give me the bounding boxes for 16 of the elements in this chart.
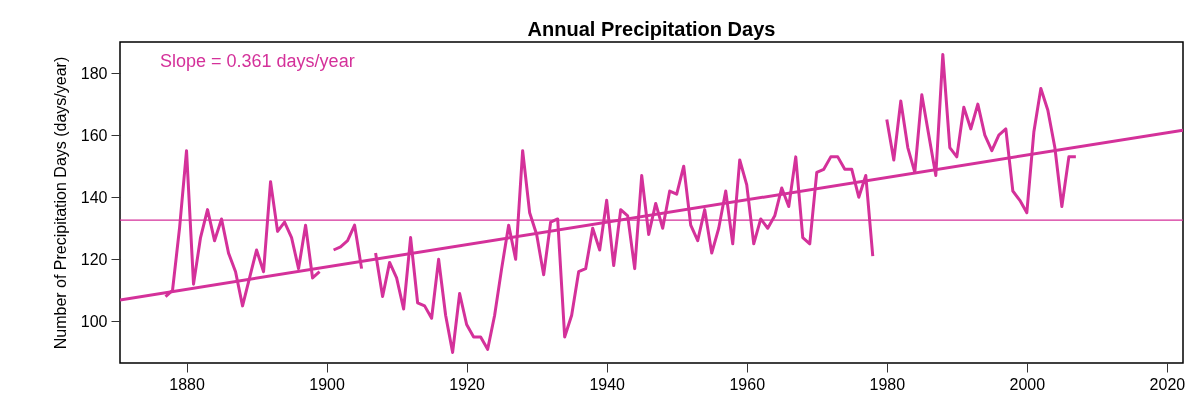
x-tick-label: 1900 xyxy=(309,375,345,393)
x-tick-label: 1940 xyxy=(589,375,626,393)
x-tick-label: 2020 xyxy=(1149,375,1186,393)
y-tick-label: 100 xyxy=(80,312,108,330)
y-axis-title: Number of Precipitation Days (days/year) xyxy=(51,56,69,350)
chart-title: Annual Precipitation Days xyxy=(527,18,776,40)
x-tick-label: 1920 xyxy=(449,375,486,393)
y-tick-label: 160 xyxy=(80,126,108,144)
y-tick-label: 120 xyxy=(80,250,108,268)
x-tick-label: 1960 xyxy=(729,375,766,393)
y-tick-label: 140 xyxy=(80,188,108,206)
x-tick-label: 1880 xyxy=(169,375,205,393)
y-tick-label: 180 xyxy=(80,64,108,82)
x-tick-label: 1980 xyxy=(869,375,906,393)
annotation: Slope = 0.361 days/year xyxy=(160,51,355,71)
x-tick-label: 2000 xyxy=(1009,375,1046,393)
